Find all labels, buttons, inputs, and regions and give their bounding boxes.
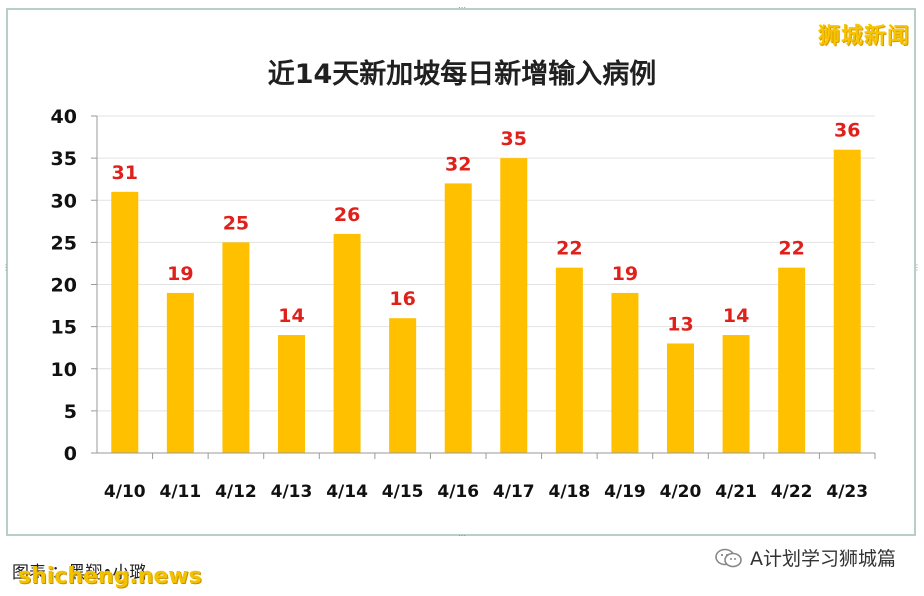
x-tick-label: 4/11 [160,482,202,502]
bar [389,318,417,453]
y-tick-label: 5 [64,401,77,423]
bar [166,292,194,453]
x-tick-label: 4/16 [437,482,479,502]
data-label: 19 [167,263,193,285]
x-tick-label: 4/22 [771,482,813,502]
bar [833,149,861,453]
data-label: 36 [834,120,860,142]
y-tick-label: 15 [51,317,77,339]
y-tick-label: 10 [51,359,77,381]
y-axis: 0 5 10 15 20 25 30 35 40 [51,106,98,465]
watermark-url: shicheng.news [18,564,202,589]
y-tick-label: 40 [51,106,77,128]
data-label: 16 [389,288,415,310]
chart-title: 近14天新加坡每日新增输入病例 [267,59,657,90]
data-label: 14 [278,305,304,327]
y-tick-label: 35 [51,148,77,170]
resize-handle-bottom[interactable]: ⋯ [458,531,466,540]
data-label: 22 [556,238,582,260]
x-axis: 4/10 4/11 4/12 4/13 4/14 4/15 4/16 4/17 4/18 4/19… [97,452,876,502]
resize-handle-left[interactable]: ⋮ [2,263,10,272]
y-tick-label: 30 [51,190,77,212]
resize-handle-right[interactable]: ⋮ [913,263,921,272]
chart-credit: 图表 ：黑翔•小璐 [12,563,147,583]
y-tick-label: 25 [51,232,77,254]
bar [444,183,472,453]
wechat-account: A计划学习狮城篇 [714,544,896,571]
x-tick-label: 4/13 [271,482,313,502]
bar [222,242,250,453]
wechat-account-name: A计划学习狮城篇 [750,548,896,570]
data-label: 13 [667,313,693,335]
data-label: 35 [501,128,527,150]
data-label: 25 [223,212,249,234]
bar [278,335,305,453]
gridlines [97,115,875,412]
bar [500,158,528,453]
x-tick-label: 4/17 [493,482,535,502]
data-label: 19 [612,263,638,285]
x-tick-label: 4/23 [826,482,868,502]
bar [611,292,639,453]
data-label: 32 [445,153,471,175]
bar [778,267,806,453]
x-tick-label: 4/18 [549,482,591,502]
bar [555,267,583,453]
x-tick-label: 4/20 [660,482,702,502]
x-tick-label: 4/10 [104,482,146,502]
data-label: 14 [723,305,749,327]
bar [667,343,694,453]
x-tick-label: 4/14 [326,482,368,502]
bar [111,191,139,453]
watermark-logo-top: 狮城新闻 [817,24,910,49]
data-labels: 31 19 25 14 26 16 32 35 22 19 13 14 22 36 [112,120,861,336]
y-tick-label: 20 [51,275,77,297]
x-tick-label: 4/19 [604,482,646,502]
bar [722,335,750,453]
x-tick-label: 4/15 [382,482,424,502]
x-tick-label: 4/21 [715,482,757,502]
wechat-icon [714,547,744,569]
bar [333,233,361,453]
x-tick-label: 4/12 [215,482,257,502]
bars [111,149,861,453]
resize-handle-top[interactable]: ⋯ [458,3,466,12]
data-label: 26 [334,204,360,226]
data-label: 31 [112,162,138,184]
data-label: 22 [778,238,804,260]
y-tick-label: 0 [64,443,77,465]
